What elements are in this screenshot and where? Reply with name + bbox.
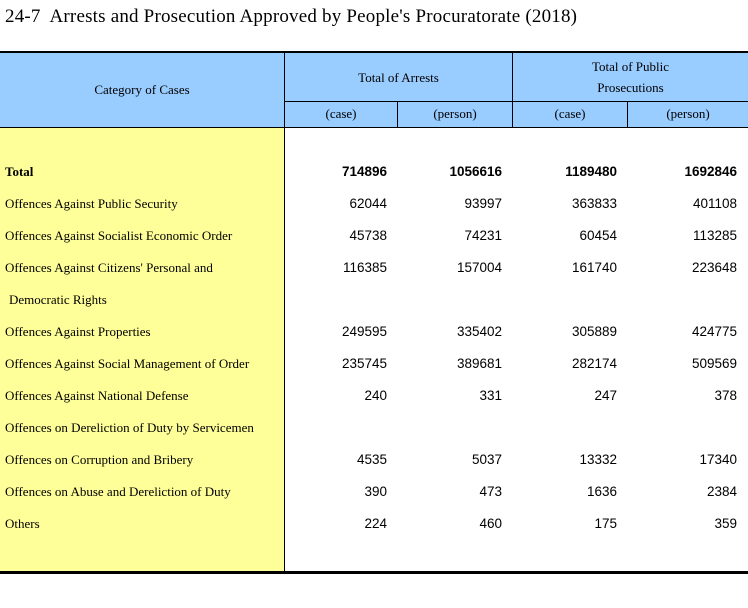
row-value-arrests-person: 93997 — [464, 196, 502, 211]
row-value-prosecutions-case: 1636 — [586, 484, 617, 499]
row-label: Offences Against Properties — [5, 324, 151, 339]
table-header: Category of Cases Total of Arrests Total… — [0, 53, 748, 128]
row-value-arrests-person — [398, 412, 513, 444]
row-value-prosecutions-person: 359 — [714, 516, 737, 531]
row-value-prosecutions-person — [628, 412, 748, 444]
page-title: 24-7 Arrests and Prosecution Approved by… — [5, 6, 578, 27]
header-group-arrests-label: Total of Arrests — [358, 69, 439, 85]
row-value-prosecutions-case: 247 — [594, 388, 617, 403]
row-value-prosecutions-case: 282174 — [571, 356, 617, 371]
row-value-arrests-case: 224 — [364, 516, 387, 531]
row-label: Total — [5, 164, 34, 179]
row-label: Offences on Corruption and Bribery — [5, 452, 194, 467]
row-value-arrests-person: 331 — [479, 388, 502, 403]
row-value-prosecutions-case — [513, 412, 628, 444]
row-value-prosecutions-person: 378 — [714, 388, 737, 403]
table-row: Offences on Corruption and Bribery 4535 … — [0, 444, 748, 476]
header-group-prosecutions: Total of Public Prosecutions — [513, 53, 748, 101]
row-value-arrests-case: 249595 — [341, 324, 387, 339]
row-label: Others — [5, 516, 40, 531]
row-value-prosecutions-case: 363833 — [571, 196, 617, 211]
row-value-arrests-case: 4535 — [356, 452, 387, 467]
header-prosecutions-case: (case) — [513, 102, 628, 127]
row-value-arrests-person: 74231 — [464, 228, 502, 243]
header-right: Total of Arrests Total of Public Prosecu… — [285, 53, 748, 127]
row-value-prosecutions-case: 1189480 — [565, 164, 617, 179]
table-row: Offences Against Public Security 62044 9… — [0, 188, 748, 220]
table-row: Offences on Abuse and Dereliction of Dut… — [0, 476, 748, 508]
header-group-prosecutions-label: Total of Public Prosecutions — [591, 59, 670, 95]
table-row: Offences Against Citizens' Personal and D… — [0, 252, 748, 316]
row-label: Offences Against National Defense — [5, 388, 189, 403]
row-value-arrests-person: 389681 — [456, 356, 502, 371]
row-value-arrests-person: 335402 — [456, 324, 502, 339]
row-value-prosecutions-case: 13332 — [579, 452, 617, 467]
row-value-arrests-person: 1056616 — [449, 164, 502, 179]
row-label: Offences Against Public Security — [5, 196, 178, 211]
row-label-line2: Democratic Rights — [9, 292, 107, 307]
row-value-prosecutions-person: 401108 — [692, 196, 737, 211]
header-arrests-case: (case) — [285, 102, 398, 127]
header-category-of-cases: Category of Cases — [0, 53, 285, 127]
row-value-arrests-case: 714896 — [341, 164, 387, 179]
row-value-prosecutions-person: 2384 — [706, 484, 737, 499]
table-row: Others 224 460 175 359 — [0, 508, 748, 540]
table-body: Total 714896 1056616 1189480 1692846 Off… — [0, 128, 748, 540]
row-value-prosecutions-case: 161740 — [571, 260, 617, 275]
header-groups: Total of Arrests Total of Public Prosecu… — [285, 53, 748, 102]
row-label: Offences on Abuse and Dereliction of Dut… — [5, 484, 231, 499]
row-value-arrests-person: 5037 — [471, 452, 502, 467]
row-label: Offences Against Socialist Economic Orde… — [5, 228, 233, 243]
category-column-background — [0, 128, 285, 571]
table-row: Offences Against National Defense 240 33… — [0, 380, 748, 412]
row-value-arrests-case: 116385 — [342, 260, 387, 275]
row-value-prosecutions-person: 1692846 — [684, 164, 737, 179]
row-value-prosecutions-person: 223648 — [691, 260, 737, 275]
table-row: Offences on Dereliction of Duty by Servi… — [0, 412, 748, 444]
row-value-arrests-case: 235745 — [341, 356, 387, 371]
row-value-prosecutions-person: 113285 — [692, 228, 737, 243]
header-arrests-person: (person) — [398, 102, 513, 127]
header-subcolumns: (case) (person) (case) (person) — [285, 102, 748, 127]
row-value-arrests-case: 390 — [364, 484, 387, 499]
table-body-area: Total 714896 1056616 1189480 1692846 Off… — [0, 128, 748, 571]
row-value-prosecutions-case: 305889 — [571, 324, 617, 339]
row-label: Offences on Dereliction of Duty by Servi… — [5, 420, 254, 435]
row-value-arrests-person: 460 — [479, 516, 502, 531]
row-value-arrests-case — [285, 412, 398, 444]
row-value-arrests-person: 157004 — [456, 260, 502, 275]
row-value-prosecutions-person: 17340 — [699, 452, 737, 467]
row-value-prosecutions-person: 509569 — [691, 356, 737, 371]
header-group-arrests: Total of Arrests — [285, 53, 513, 101]
row-value-arrests-person: 473 — [479, 484, 502, 499]
row-label: Offences Against Social Management of Or… — [5, 356, 250, 371]
row-value-arrests-case: 240 — [364, 388, 387, 403]
table-row: Offences Against Socialist Economic Orde… — [0, 220, 748, 252]
table-row: Offences Against Social Management of Or… — [0, 348, 748, 380]
row-value-arrests-case: 62044 — [349, 196, 387, 211]
row-label: Offences Against Citizens' Personal and D… — [0, 252, 285, 316]
table-row: Offences Against Properties 249595 33540… — [0, 316, 748, 348]
row-value-arrests-case: 45738 — [349, 228, 387, 243]
row-value-prosecutions-person: 424775 — [691, 324, 737, 339]
statistics-table: Category of Cases Total of Arrests Total… — [0, 51, 748, 574]
header-prosecutions-person: (person) — [666, 106, 710, 121]
table-row: Total 714896 1056616 1189480 1692846 — [0, 156, 748, 188]
row-value-prosecutions-case: 60454 — [579, 228, 617, 243]
row-value-prosecutions-case: 175 — [594, 516, 617, 531]
